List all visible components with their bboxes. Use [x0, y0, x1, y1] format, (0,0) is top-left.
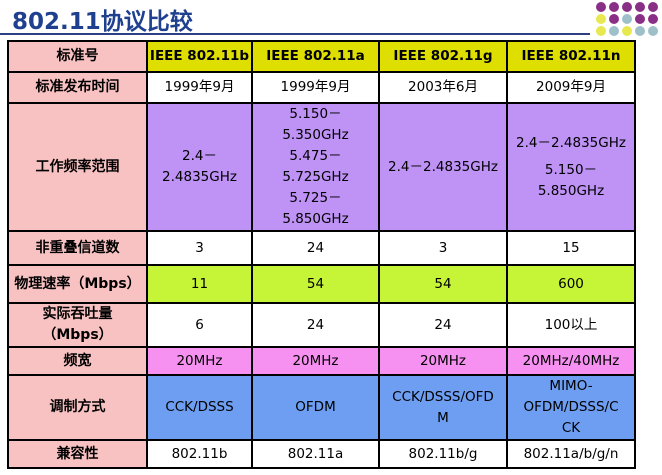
modulation-line: MIMO- — [549, 378, 593, 394]
compat-80211g: 802.11b/g — [378, 439, 508, 469]
modulation-80211a: OFDM — [251, 374, 380, 441]
col-header-80211a: IEEE 802.11a — [251, 40, 380, 73]
release-80211g: 2003年6月 — [378, 71, 508, 104]
title-underline — [0, 33, 590, 35]
frequency-line: 5.850GHz — [537, 182, 605, 199]
channels-row: 非重叠信道数 3 24 3 15 — [7, 230, 636, 266]
rate-80211b: 11 — [146, 264, 253, 304]
decoration-dot — [622, 2, 632, 12]
col-header-80211g: IEEE 802.11g — [378, 40, 508, 73]
bandwidth-row: 频宽 20MHz 20MHz 20MHz 20MHz/40MHz — [7, 346, 636, 376]
frequency-80211b: 2.4－ 2.4835GHz — [146, 102, 253, 232]
compat-80211b: 802.11b — [146, 439, 253, 469]
decoration-dot — [648, 26, 658, 36]
decoration-dot — [622, 26, 632, 36]
channels-80211g: 3 — [378, 230, 508, 266]
modulation-row: 调制方式 CCK/DSSS OFDM CCK/DSSS/OFD M MIMO- … — [7, 374, 636, 441]
frequency-line: 2.4－ — [182, 148, 217, 164]
release-80211b: 1999年9月 — [146, 71, 253, 104]
decoration-dot — [648, 14, 658, 24]
throughput-row: 实际吞吐量 （Mbps） 6 24 24 100以上 — [7, 302, 636, 348]
modulation-line: M — [437, 409, 449, 426]
protocol-comparison-table: 标准号 IEEE 802.11b IEEE 802.11a IEEE 802.1… — [7, 40, 636, 469]
row-label-compat: 兼容性 — [7, 439, 148, 469]
decoration-dot — [596, 14, 606, 24]
frequency-line: 2.4835GHz — [162, 169, 237, 185]
decoration-dot — [648, 2, 658, 12]
rate-80211n: 600 — [506, 264, 636, 304]
compat-80211a: 802.11a — [251, 439, 380, 469]
channels-80211b: 3 — [146, 230, 253, 266]
throughput-80211g: 24 — [378, 302, 508, 348]
modulation-line: CK — [561, 420, 581, 436]
bandwidth-80211g: 20MHz — [378, 346, 508, 376]
decorative-dots — [596, 2, 658, 38]
frequency-line: 5.150－ — [289, 106, 342, 122]
bandwidth-80211a: 20MHz — [251, 346, 380, 376]
decoration-dot — [596, 26, 606, 36]
modulation-80211n: MIMO- OFDM/DSSS/C CK — [506, 374, 636, 441]
page-title: 802.11协议比较 — [12, 9, 193, 35]
bandwidth-80211n: 20MHz/40MHz — [506, 346, 636, 376]
frequency-line: 5.850GHz — [282, 211, 349, 227]
decoration-dot — [609, 14, 619, 24]
frequency-line: 5.475－ — [289, 148, 342, 164]
frequency-line: 5.725－ — [289, 190, 342, 206]
modulation-line: OFDM/DSSS/C — [523, 399, 619, 415]
modulation-line: CCK/DSSS/OFD — [392, 388, 494, 405]
row-label-rate: 物理速率（Mbps） — [7, 264, 148, 304]
compat-row: 兼容性 802.11b 802.11a 802.11b/g 802.11a/b/… — [7, 439, 636, 469]
rate-80211g: 54 — [378, 264, 508, 304]
row-label-standard: 标准号 — [7, 40, 148, 73]
frequency-80211g: 2.4－2.4835GHz — [378, 102, 508, 232]
row-label-modulation: 调制方式 — [7, 374, 148, 441]
row-label-throughput: 实际吞吐量 （Mbps） — [7, 302, 148, 348]
bandwidth-80211b: 20MHz — [146, 346, 253, 376]
row-label-release: 标准发布时间 — [7, 71, 148, 104]
row-label-line: 实际吞吐量 — [42, 306, 113, 322]
header-row: 标准号 IEEE 802.11b IEEE 802.11a IEEE 802.1… — [7, 40, 636, 73]
decoration-dot — [609, 26, 619, 36]
compat-80211n: 802.11a/b/g/n — [506, 439, 636, 469]
decoration-dot — [622, 14, 632, 24]
release-row: 标准发布时间 1999年9月 1999年9月 2003年6月 2009年9月 — [7, 71, 636, 104]
row-label-channels: 非重叠信道数 — [7, 230, 148, 266]
frequency-80211a: 5.150－ 5.350GHz 5.475－ 5.725GHz 5.725－ 5… — [251, 102, 380, 232]
col-header-80211b: IEEE 802.11b — [146, 40, 253, 73]
decoration-dot — [635, 14, 645, 24]
channels-80211a: 24 — [251, 230, 380, 266]
rate-80211a: 54 — [251, 264, 380, 304]
release-80211a: 1999年9月 — [251, 71, 380, 104]
col-header-80211n: IEEE 802.11n — [506, 40, 636, 73]
channels-80211n: 15 — [506, 230, 636, 266]
frequency-line: 2.4－2.4835GHz — [516, 134, 626, 151]
release-80211n: 2009年9月 — [506, 71, 636, 104]
decoration-dot — [635, 26, 645, 36]
frequency-row: 工作频率范围 2.4－ 2.4835GHz 5.150－ 5.350GHz 5.… — [7, 102, 636, 232]
throughput-80211b: 6 — [146, 302, 253, 348]
decoration-dot — [635, 2, 645, 12]
row-label-frequency: 工作频率范围 — [7, 102, 148, 232]
modulation-80211g: CCK/DSSS/OFD M — [378, 374, 508, 441]
row-label-line: （Mbps） — [42, 327, 113, 343]
frequency-line: 5.725GHz — [282, 169, 349, 185]
modulation-80211b: CCK/DSSS — [146, 374, 253, 441]
rate-row: 物理速率（Mbps） 11 54 54 600 — [7, 264, 636, 304]
frequency-line: 5.150－ — [544, 161, 598, 178]
row-label-bandwidth: 频宽 — [7, 346, 148, 376]
frequency-line: 5.350GHz — [282, 127, 349, 143]
throughput-80211a: 24 — [251, 302, 380, 348]
decoration-dot — [609, 2, 619, 12]
decoration-dot — [596, 2, 606, 12]
throughput-80211n: 100以上 — [506, 302, 636, 348]
frequency-80211n: 2.4－2.4835GHz 5.150－ 5.850GHz — [506, 102, 636, 232]
